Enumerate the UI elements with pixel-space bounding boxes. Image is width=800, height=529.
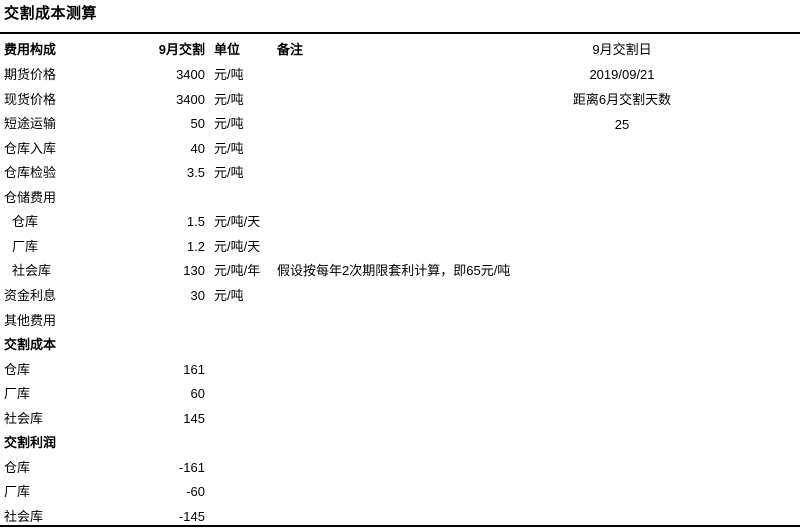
row-value: 1.2 bbox=[186, 238, 205, 254]
table-bottom-rule bbox=[0, 525, 800, 527]
row-label: 仓储费用 bbox=[4, 189, 57, 205]
table-row: 交割利润 bbox=[0, 431, 800, 455]
row-label: 社会库 bbox=[12, 263, 52, 279]
table-row: 厂库 60 bbox=[0, 382, 800, 406]
row-label: 仓库 bbox=[4, 361, 31, 377]
row-unit: 元/吨 bbox=[214, 67, 244, 82]
row-value: 3400 bbox=[176, 67, 205, 82]
row-label: 交割利润 bbox=[4, 435, 57, 451]
column-header-value: 9月交割 bbox=[158, 42, 205, 57]
table-row: 期货价格 3400 元/吨 bbox=[0, 63, 800, 87]
row-unit: 元/吨/年 bbox=[214, 263, 261, 279]
table-row: 现货价格 3400 元/吨 bbox=[0, 88, 800, 112]
row-value: 50 bbox=[190, 116, 205, 132]
table-row: 仓库入库 40 元/吨 bbox=[0, 137, 800, 161]
table-row: 交割成本 bbox=[0, 333, 800, 357]
table-row: 仓储费用 bbox=[0, 186, 800, 210]
row-label: 资金利息 bbox=[4, 287, 57, 303]
row-label: 仓库 bbox=[4, 459, 31, 475]
table-row: 短途运输 50 元/吨 bbox=[0, 112, 800, 136]
days-to-delivery-value-row: 25 bbox=[0, 113, 800, 137]
row-value: 30 bbox=[190, 287, 205, 303]
row-label: 现货价格 bbox=[4, 91, 57, 107]
row-value: -161 bbox=[178, 459, 205, 475]
row-value: 145 bbox=[183, 410, 205, 426]
row-label: 厂库 bbox=[4, 484, 31, 500]
table-row: 厂库 1.2 元/吨/天 bbox=[0, 235, 800, 259]
row-unit: 元/吨 bbox=[214, 91, 244, 107]
days-to-delivery-label-row: 距离6月交割天数 bbox=[0, 88, 800, 112]
row-value: 60 bbox=[190, 386, 205, 402]
column-header-note: 备注 bbox=[277, 42, 304, 57]
table-row: 社会库 145 bbox=[0, 407, 800, 431]
row-label: 社会库 bbox=[4, 410, 44, 426]
row-unit: 元/吨 bbox=[214, 287, 244, 303]
days-to-delivery-label: 距离6月交割天数 bbox=[572, 92, 672, 107]
table-header-row: 费用构成 9月交割 单位 备注 9月交割日 bbox=[0, 38, 800, 62]
row-label: 仓库 bbox=[12, 214, 39, 230]
table-row: 仓库 1.5 元/吨/天 bbox=[0, 210, 800, 234]
row-label: 仓库检验 bbox=[4, 165, 57, 181]
delivery-date-row: 2019/09/21 bbox=[0, 63, 800, 87]
column-header-label: 费用构成 bbox=[4, 42, 57, 57]
table-row: 仓库检验 3.5 元/吨 bbox=[0, 161, 800, 185]
row-label: 其他费用 bbox=[4, 312, 57, 328]
row-value: 130 bbox=[183, 263, 205, 279]
row-value: 3400 bbox=[176, 91, 205, 107]
table-row: 仓库 161 bbox=[0, 358, 800, 382]
row-value: -60 bbox=[186, 484, 205, 500]
table-row: 社会库 -145 bbox=[0, 505, 800, 529]
row-label: 交割成本 bbox=[4, 337, 57, 353]
row-unit: 元/吨/天 bbox=[214, 238, 261, 254]
row-unit: 元/吨 bbox=[214, 140, 244, 156]
row-value: 161 bbox=[183, 361, 205, 377]
table-row: 仓库 -161 bbox=[0, 456, 800, 480]
row-label: 厂库 bbox=[12, 238, 39, 254]
row-label: 仓库入库 bbox=[4, 140, 57, 156]
row-label: 社会库 bbox=[4, 508, 44, 524]
table-row: 社会库 130 元/吨/年 假设按每年2次期限套利计算，即65元/吨 bbox=[0, 259, 800, 283]
row-label: 短途运输 bbox=[4, 116, 57, 132]
header-top-rule bbox=[0, 32, 800, 34]
column-header-unit: 单位 bbox=[214, 42, 241, 57]
page-title: 交割成本测算 bbox=[4, 5, 98, 22]
row-unit: 元/吨 bbox=[214, 116, 244, 132]
delivery-date-value: 2019/09/21 bbox=[589, 67, 655, 82]
row-unit: 元/吨/天 bbox=[214, 214, 261, 230]
row-value: 1.5 bbox=[186, 214, 205, 230]
table-row: 资金利息 30 元/吨 bbox=[0, 284, 800, 308]
delivery-date-label: 9月交割日 bbox=[592, 42, 652, 57]
table-row: 厂库 -60 bbox=[0, 480, 800, 504]
row-value: 40 bbox=[190, 140, 205, 156]
row-unit: 元/吨 bbox=[214, 165, 244, 181]
row-value: 3.5 bbox=[186, 165, 205, 181]
days-to-delivery-value: 25 bbox=[614, 117, 630, 132]
row-label: 厂库 bbox=[4, 386, 31, 402]
row-label: 期货价格 bbox=[4, 67, 57, 82]
table-row: 其他费用 bbox=[0, 309, 800, 333]
row-value: -145 bbox=[178, 508, 205, 524]
row-note: 假设按每年2次期限套利计算，即65元/吨 bbox=[277, 263, 511, 279]
